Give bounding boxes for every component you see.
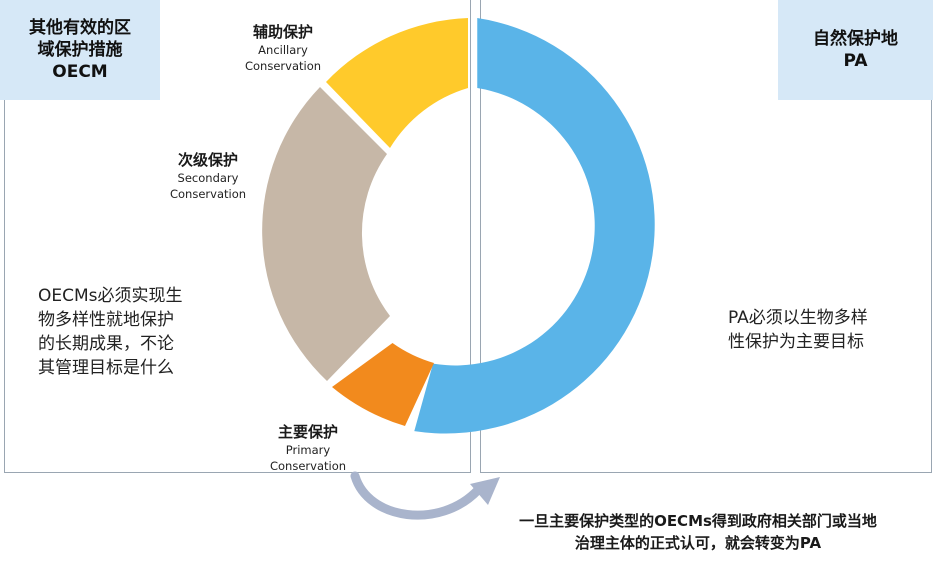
label-ancillary-en2: Conservation <box>244 59 322 73</box>
oecm-note-line1: OECMs必须实现生 <box>38 286 183 306</box>
oecm-tag-line2: 域保护措施 <box>37 40 123 60</box>
transition-caption: 一旦主要保护类型的OECMs得到政府相关部门或当地 治理主体的正式认可，就会转变… <box>478 510 918 554</box>
pa-note-line1: PA必须以生物多样 <box>728 308 868 328</box>
label-ancillary: 辅助保护 Ancillary Conservation <box>233 22 333 74</box>
oecm-note-line3: 的长期成果，不论 <box>38 334 174 354</box>
pa-note: PA必须以生物多样 性保护为主要目标 <box>728 306 868 354</box>
label-secondary: 次级保护 Secondary Conservation <box>158 150 258 202</box>
transition-caption-line2: 治理主体的正式认可，就会转变为PA <box>574 534 822 552</box>
donut-segment-ancillary <box>326 18 468 148</box>
label-secondary-cn: 次级保护 <box>177 151 238 169</box>
donut-segment-pa <box>414 18 655 434</box>
pa-tag: 自然保护地 PA <box>778 0 933 100</box>
label-ancillary-cn: 辅助保护 <box>252 23 313 41</box>
oecm-tag-line1: 其他有效的区 <box>29 18 131 38</box>
pa-note-line2: 性保护为主要目标 <box>728 332 864 352</box>
label-secondary-en1: Secondary <box>177 171 239 185</box>
pa-region-box <box>480 0 932 473</box>
transition-arrow <box>350 471 483 520</box>
label-secondary-en2: Conservation <box>169 187 247 201</box>
oecm-note-line2: 物多样性就地保护 <box>38 310 174 330</box>
oecm-note-line4: 其管理目标是什么 <box>38 358 174 378</box>
oecm-tag-line3: OECM <box>52 62 108 82</box>
label-ancillary-en1: Ancillary <box>258 43 308 57</box>
label-primary: 主要保护 Primary Conservation <box>258 422 358 474</box>
label-primary-en2: Conservation <box>269 459 347 473</box>
label-primary-cn: 主要保护 <box>277 423 338 441</box>
label-primary-en1: Primary <box>285 443 331 457</box>
oecm-region-box <box>4 0 471 473</box>
transition-arrow-head <box>470 477 500 505</box>
oecm-note: OECMs必须实现生 物多样性就地保护 的长期成果，不论 其管理目标是什么 <box>38 284 183 380</box>
donut-segment-secondary <box>262 87 390 381</box>
transition-caption-line1: 一旦主要保护类型的OECMs得到政府相关部门或当地 <box>519 512 877 530</box>
pa-tag-line1: 自然保护地 <box>813 29 898 49</box>
donut-segment-primary <box>332 343 434 426</box>
oecm-tag: 其他有效的区 域保护措施 OECM <box>0 0 160 100</box>
pa-tag-line2: PA <box>843 51 868 71</box>
